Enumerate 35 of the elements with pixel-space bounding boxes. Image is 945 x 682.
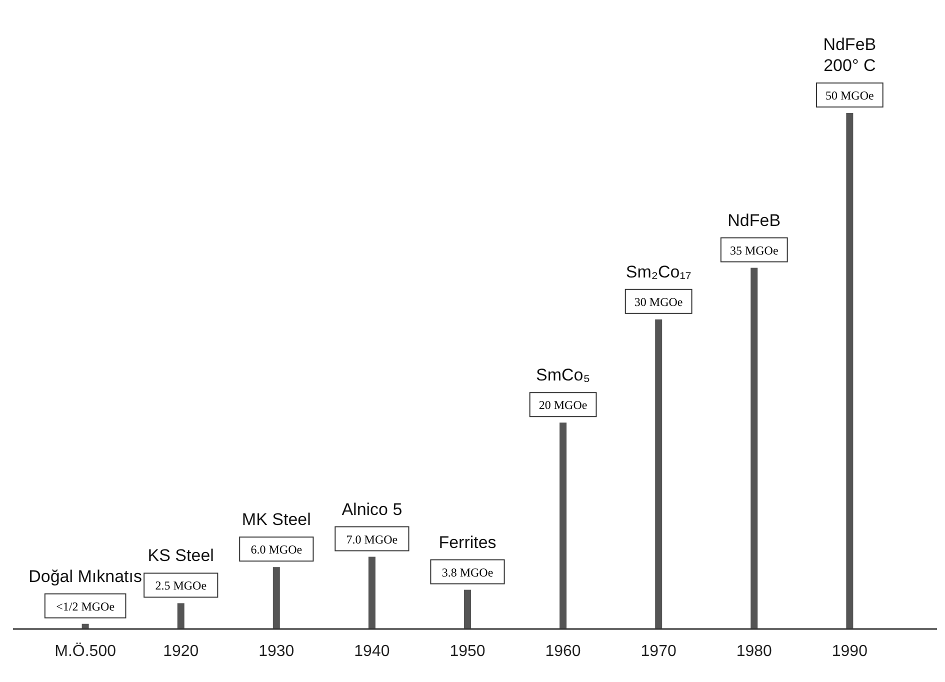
- text: NdFeB 200° C: [823, 35, 876, 75]
- annotation: MK Steel: [242, 510, 311, 530]
- data-label: <1/2 MGOe: [56, 599, 115, 614]
- bar: [750, 268, 758, 629]
- bar: [177, 603, 184, 629]
- data-label: 3.8 MGOe: [442, 565, 494, 580]
- annotation: NdFeB: [728, 210, 781, 230]
- bar: [846, 113, 854, 629]
- annotation: SmCo₅: [536, 366, 590, 385]
- annotation: Alnico 5: [342, 500, 402, 519]
- data-label: 2.5 MGOe: [155, 578, 207, 593]
- data-label: 30 MGOe: [634, 294, 683, 309]
- x-tick-label: 1930: [258, 643, 294, 660]
- bar: [272, 567, 280, 629]
- annotation: Sm₂Co₁₇: [626, 262, 692, 282]
- x-tick-label: 1920: [163, 643, 199, 660]
- x-tick-label: M.Ö.500: [54, 642, 116, 660]
- data-label: 20 MGOe: [538, 398, 588, 412]
- x-tick-label: 1980: [736, 643, 772, 660]
- data-label: 7.0 MGOe: [346, 532, 398, 546]
- bar: [464, 590, 471, 629]
- x-tick-label: 1960: [545, 643, 581, 660]
- bar: [655, 319, 662, 629]
- x-tick-label: 1990: [832, 643, 868, 660]
- annotation: Doğal Mıknatıs: [28, 566, 142, 586]
- x-tick-label: 1940: [354, 643, 390, 660]
- x-tick-label: 1950: [450, 643, 486, 660]
- annotation: Ferrites: [438, 532, 496, 552]
- data-label: 6.0 MGOe: [250, 542, 302, 557]
- bar: [368, 556, 376, 629]
- annotation: KS Steel: [148, 546, 214, 566]
- x-tick-label: 1970: [640, 643, 676, 660]
- bar: [560, 422, 567, 629]
- data-label: 35 MGOe: [730, 243, 778, 258]
- data-label: 50 MGOe: [826, 88, 874, 102]
